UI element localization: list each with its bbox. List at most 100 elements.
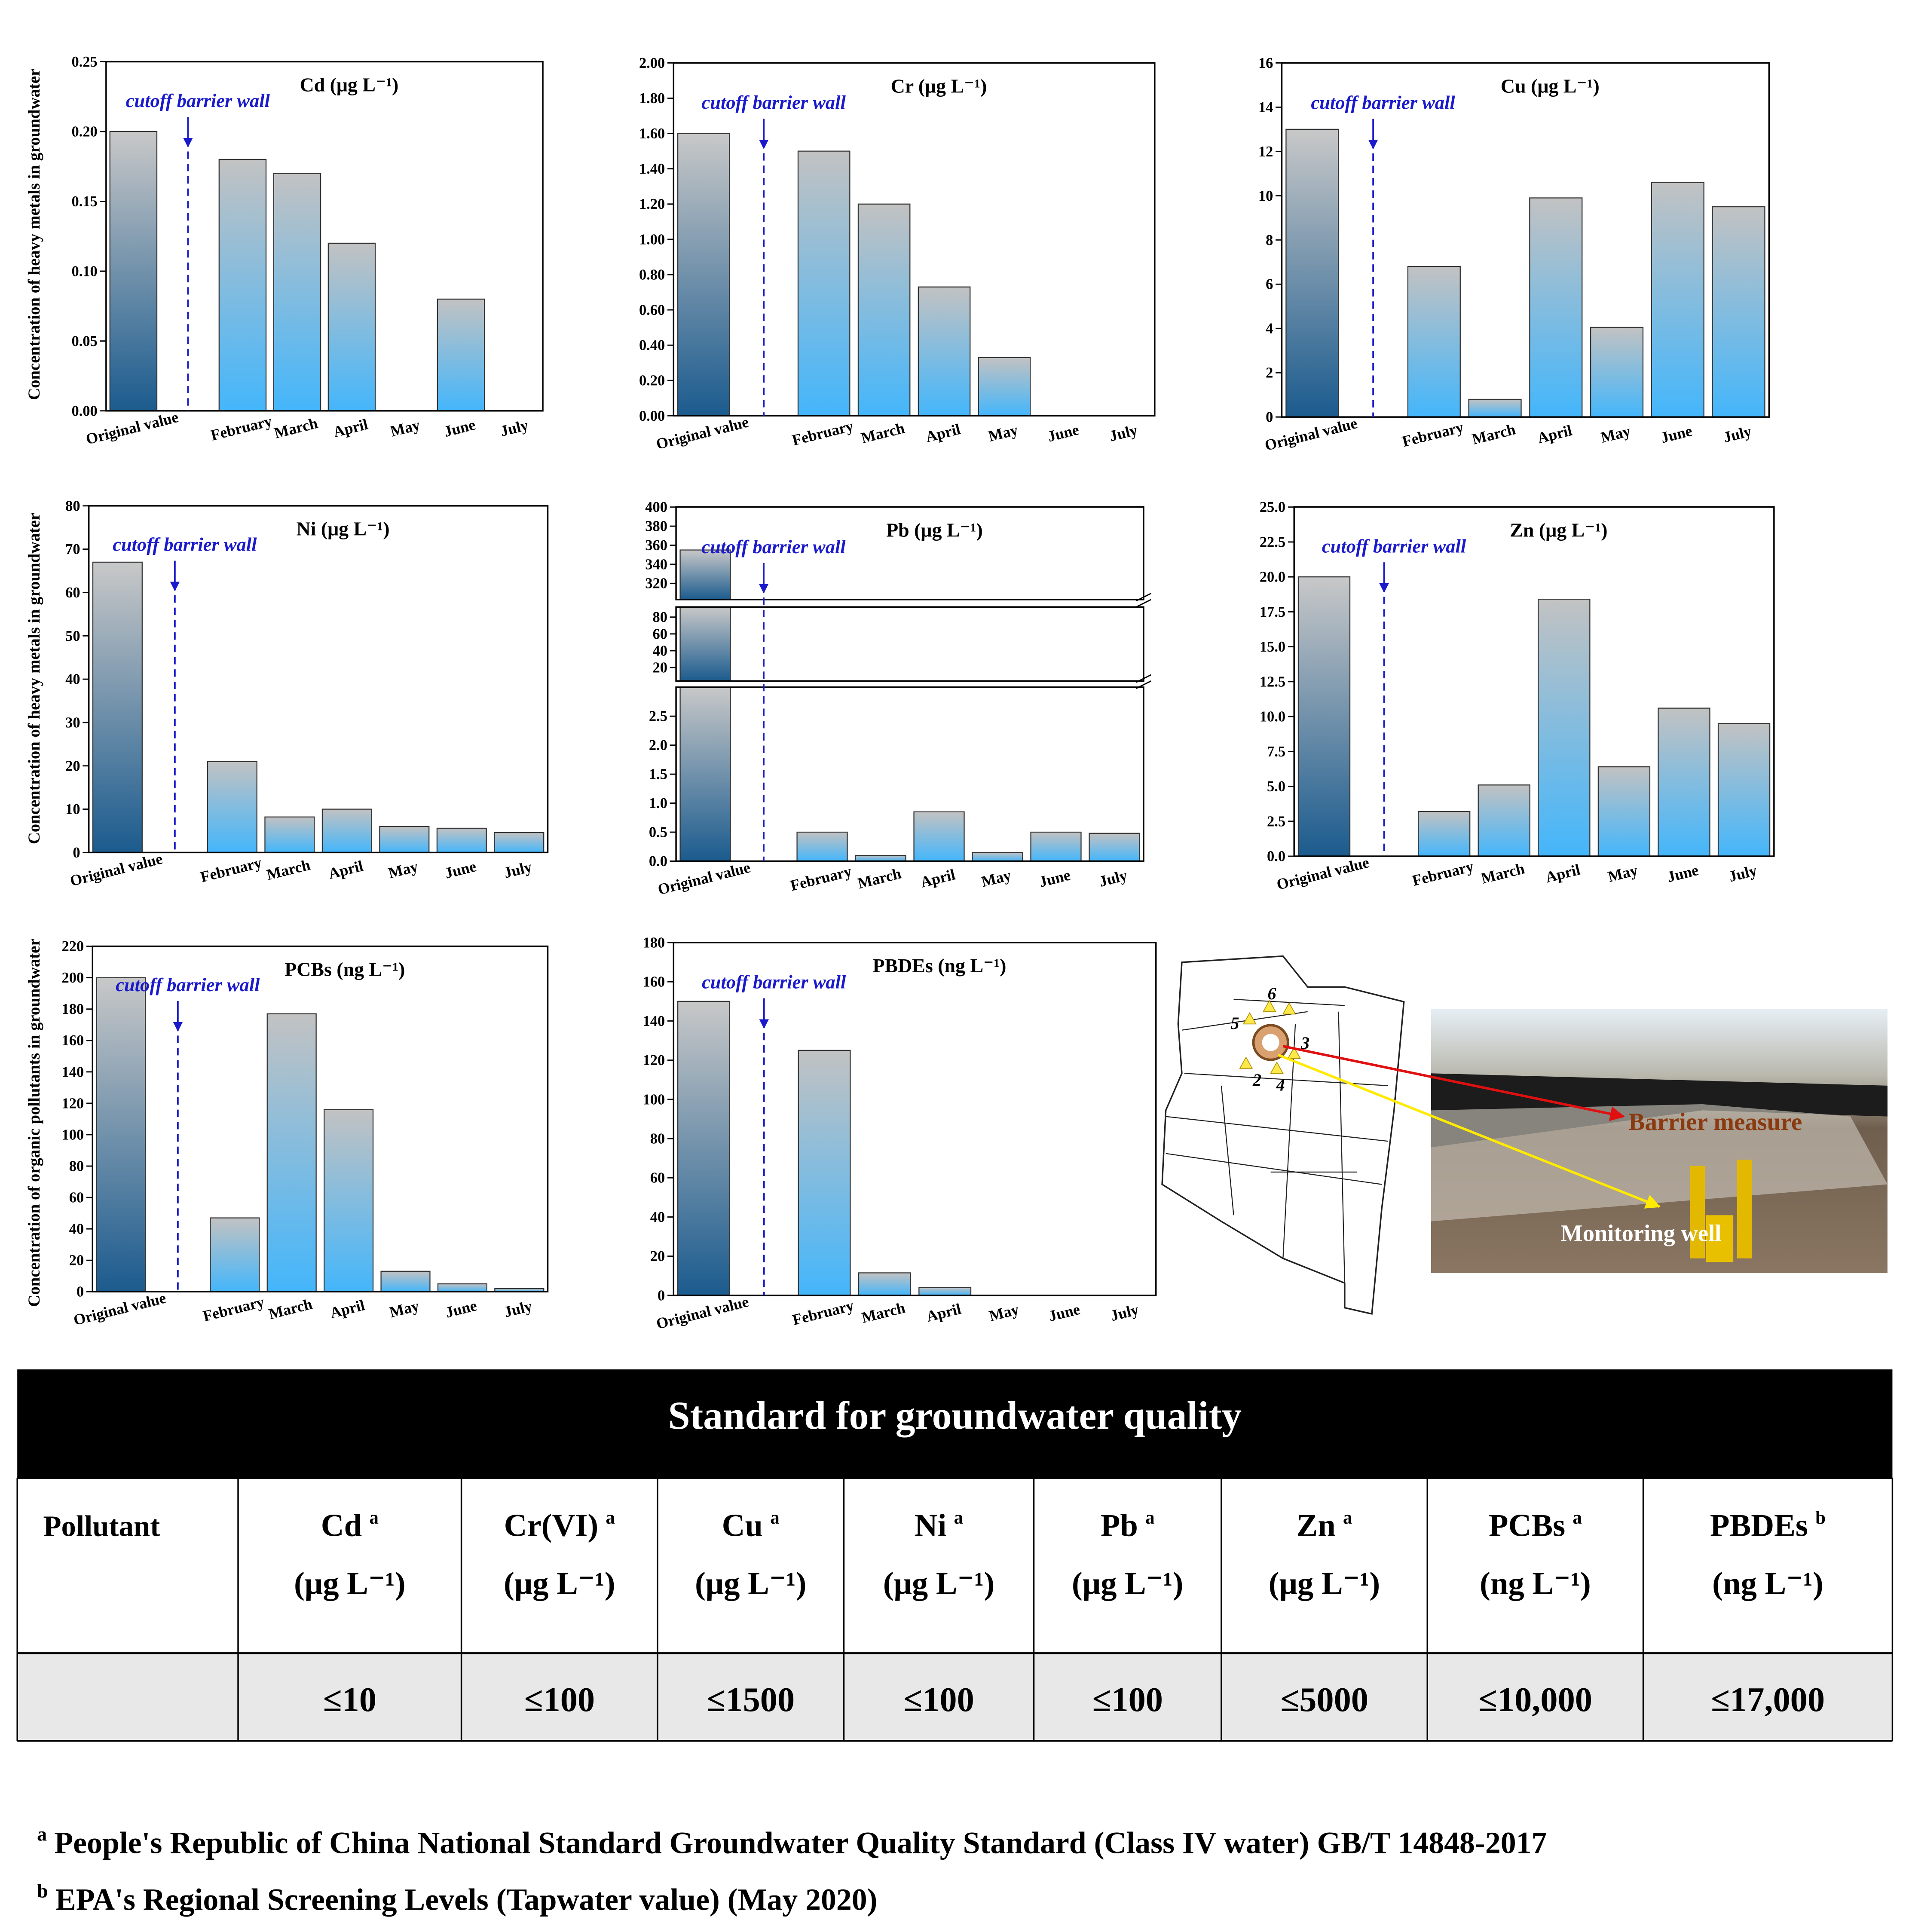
bar — [379, 826, 430, 853]
y-tick-label: 60 — [69, 1190, 84, 1206]
y-tick-label: 70 — [65, 541, 80, 557]
y-tick-label: 380 — [645, 518, 667, 535]
y-tick-label: 360 — [645, 537, 667, 554]
bar — [1407, 266, 1461, 418]
y-tick-label: 1.40 — [639, 161, 665, 177]
bar — [266, 1013, 317, 1292]
x-tick-label: July — [1727, 862, 1759, 885]
column-note: a — [954, 1508, 964, 1528]
y-axis-label: Concentration of heavy metals in groundw… — [25, 69, 43, 400]
annotation: cutoff barrier wall — [702, 971, 846, 993]
footnote: a People's Republic of China National Sta… — [37, 1823, 1547, 1860]
x-tick-label: June — [1665, 861, 1700, 886]
bar — [972, 852, 1023, 862]
chart-title: PCBs (ng L⁻¹) — [285, 958, 405, 980]
column-header: Ni a — [915, 1508, 963, 1543]
y-tick-label: 2 — [1266, 365, 1273, 381]
annotation: cutoff barrier wall — [1322, 535, 1466, 557]
x-tick-label: February — [199, 854, 263, 885]
bar — [494, 832, 545, 853]
limit-value: ≤100 — [524, 1681, 595, 1719]
limit-value: ≤100 — [1092, 1681, 1163, 1719]
column-note: a — [606, 1508, 615, 1528]
y-tick-label: 40 — [650, 1209, 665, 1225]
plot-frame — [1293, 506, 1775, 857]
x-tick-label: February — [201, 1293, 266, 1325]
footnote-mark: b — [37, 1880, 48, 1902]
y-tick-label: 2.00 — [639, 55, 665, 71]
bar — [1089, 833, 1140, 862]
chart-title: PBDEs (ng L⁻¹) — [872, 955, 1006, 977]
chart-title: Cd (μg L⁻¹) — [300, 73, 398, 95]
column-header: Zn a — [1297, 1508, 1352, 1543]
y-tick-label: 0.05 — [72, 333, 98, 349]
column-note: a — [1343, 1508, 1352, 1528]
limit-value: ≤10,000 — [1478, 1681, 1592, 1719]
x-tick-label: February — [209, 412, 274, 444]
bar — [796, 831, 848, 862]
y-tick-label: 400 — [645, 499, 667, 515]
y-tick-label: 50 — [65, 628, 80, 644]
y-tick-label: 0.0 — [1267, 848, 1285, 865]
x-tick-label: Original value — [656, 858, 752, 898]
y-tick-label: 160 — [643, 974, 665, 990]
well-number: 5 — [1230, 1013, 1239, 1033]
y-tick-label: 80 — [69, 1158, 84, 1175]
y-tick-label: 1.5 — [649, 766, 667, 783]
annotation: cutoff barrier wall — [702, 92, 846, 113]
bar — [798, 1050, 851, 1296]
y-tick-label: 8 — [1266, 232, 1273, 248]
y-tick-label: 1.20 — [639, 196, 665, 212]
x-tick-label: Original value — [68, 850, 164, 889]
column-note: a — [770, 1508, 780, 1528]
y-tick-label: 0 — [658, 1287, 665, 1304]
bar — [857, 203, 911, 416]
column-unit: (μg L⁻¹) — [883, 1566, 995, 1601]
y-tick-label: 80 — [653, 609, 667, 625]
annotation: cutoff barrier wall — [1311, 92, 1455, 113]
x-tick-label: March — [1470, 420, 1517, 448]
y-tick-label: 120 — [643, 1052, 665, 1069]
y-tick-label: 10 — [65, 801, 80, 818]
limit-value: ≤5000 — [1280, 1681, 1368, 1719]
x-tick-label: March — [1479, 860, 1527, 887]
y-tick-label: 40 — [65, 671, 80, 688]
column-header: Cr(VI) a — [504, 1508, 615, 1543]
y-tick-label: 0.10 — [72, 263, 98, 279]
x-tick-label: May — [1606, 861, 1639, 885]
annotation: cutoff barrier wall — [701, 536, 846, 557]
bar — [218, 159, 267, 411]
bar — [913, 811, 965, 862]
x-tick-label: April — [924, 420, 962, 446]
y-tick-label: 20 — [69, 1252, 84, 1269]
y-tick-label: 0.00 — [639, 408, 665, 424]
x-tick-label: February — [789, 863, 854, 894]
limit-row-bg — [17, 1653, 1893, 1741]
y-axis-label: Concentration of heavy metals in groundw… — [25, 513, 43, 844]
y-tick-label: 0.25 — [72, 54, 98, 70]
y-tick-label: 10 — [1258, 188, 1273, 204]
x-tick-label: February — [791, 1297, 856, 1329]
row-header: Pollutant — [43, 1510, 160, 1543]
y-tick-label: 0.80 — [639, 266, 665, 283]
plot-frame — [105, 61, 544, 412]
limit-value: ≤17,000 — [1711, 1681, 1825, 1719]
bar — [677, 1001, 730, 1296]
y-tick-label: 22.5 — [1260, 534, 1285, 550]
well-ring — [1239, 1000, 1301, 1074]
column-name: Zn — [1297, 1508, 1336, 1543]
bar — [321, 808, 372, 853]
y-tick-label: 0 — [1266, 409, 1273, 426]
column-name: PBDEs — [1710, 1508, 1808, 1543]
bar — [918, 1287, 972, 1296]
chart-title: Ni (μg L⁻¹) — [296, 518, 389, 540]
y-tick-label: 140 — [643, 1013, 665, 1029]
column-name: Cd — [321, 1508, 362, 1543]
chart-title: Zn (μg L⁻¹) — [1510, 519, 1607, 541]
column-unit: (μg L⁻¹) — [1072, 1566, 1184, 1601]
bar — [918, 286, 971, 416]
bar — [92, 561, 143, 853]
y-tick-label: 1.80 — [639, 90, 665, 107]
bar — [858, 1272, 911, 1296]
column-header: PBDEs b — [1710, 1508, 1826, 1543]
